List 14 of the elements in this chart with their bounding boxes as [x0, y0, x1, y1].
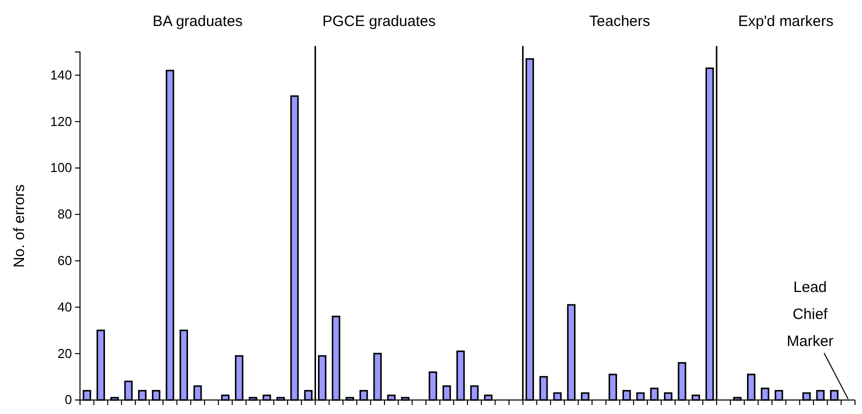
text: PGCE graduates — [322, 13, 436, 30]
y-tick-label: 120 — [50, 114, 72, 129]
y-tick-label: 80 — [58, 206, 72, 222]
y-tick-label: 0 — [64, 392, 72, 408]
text: Teachers — [589, 13, 650, 30]
text: Exp'd markers — [738, 13, 834, 30]
y-tick-label: 100 — [50, 160, 72, 176]
y-tick-label: 140 — [50, 67, 72, 82]
y-tick-label: 20 — [58, 346, 72, 361]
y-axis-title: No. of errors — [11, 184, 28, 268]
y-tick-label: 40 — [58, 299, 72, 314]
text: BA graduates — [152, 13, 243, 30]
y-tick-label: 60 — [58, 252, 72, 268]
annotation: Lead Chief Marker — [786, 279, 834, 350]
